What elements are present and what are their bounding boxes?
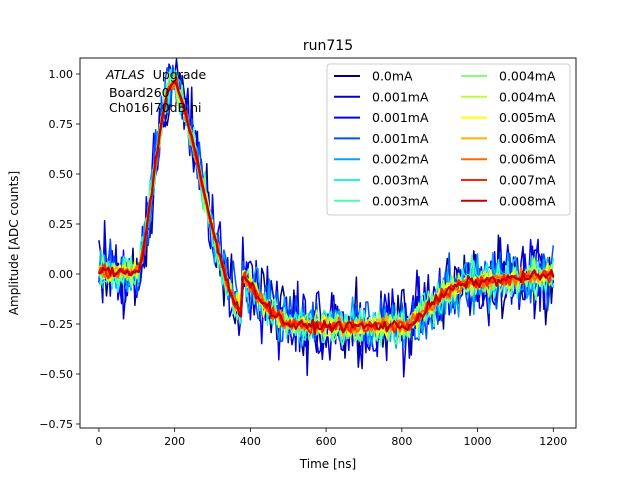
channel-label: Ch016|70dB hi [109, 100, 202, 115]
chart-title: run715 [303, 38, 353, 54]
x-tick-label: 1200 [539, 435, 567, 448]
legend-box [326, 63, 571, 216]
y-tick-label: 0.50 [49, 168, 74, 181]
legend-label: 0.001mA [372, 131, 429, 146]
board-label: Board260 [109, 85, 170, 100]
x-axis-label: Time [ns] [299, 457, 356, 471]
legend-label: 0.007mA [499, 173, 556, 188]
y-tick-label: 0.00 [49, 268, 74, 281]
legend: 0.0mA 0.001mA 0.001mA 0.001mA 0.002mA 0.003mA… [326, 63, 571, 216]
series-layer [97, 58, 555, 378]
svg-text:ATLAS Upgrade: ATLAS Upgrade [105, 67, 206, 82]
y-axis: −0.75 −0.50 −0.25 0.00 0.25 0.50 0.75 1.00 [39, 68, 80, 431]
y-tick-label: −0.75 [39, 418, 73, 431]
x-tick-label: 0 [95, 435, 102, 448]
atlas-annotation: ATLAS Upgrade Board260 Ch016|70dB hi [105, 67, 206, 115]
legend-label: 0.006mA [499, 131, 556, 146]
x-tick-label: 200 [164, 435, 185, 448]
plot-frame [79, 57, 577, 429]
y-tick-label: 1.00 [49, 68, 74, 81]
y-tick-label: 0.25 [49, 218, 74, 231]
x-tick-label: 600 [316, 435, 337, 448]
legend-label: 0.003mA [372, 193, 429, 208]
legend-label: 0.006mA [499, 152, 556, 167]
legend-label: 0.005mA [499, 110, 556, 125]
y-tick-label: −0.50 [39, 368, 73, 381]
x-tick-label: 1000 [464, 435, 492, 448]
legend-label: 0.001mA [372, 89, 429, 104]
x-axis: 0 200 400 600 800 1000 1200 [95, 428, 567, 448]
legend-entries: 0.0mA 0.001mA 0.001mA 0.001mA 0.002mA 0.003mA… [334, 69, 556, 208]
legend-label: 0.003mA [372, 173, 429, 188]
y-axis-label: Amplitude [ADC counts] [7, 171, 21, 315]
y-tick-label: −0.25 [39, 318, 73, 331]
upgrade-label: Upgrade [153, 67, 207, 82]
legend-label: 0.001mA [372, 110, 429, 125]
legend-label: 0.0mA [372, 69, 413, 84]
legend-label: 0.002mA [372, 152, 429, 167]
y-tick-label: 0.75 [49, 118, 74, 131]
series-line [98, 80, 555, 336]
legend-label: 0.004mA [499, 89, 556, 104]
legend-label: 0.008mA [499, 193, 556, 208]
legend-label: 0.004mA [499, 69, 556, 84]
x-tick-label: 400 [240, 435, 261, 448]
atlas-label: ATLAS [105, 67, 145, 82]
x-tick-label: 800 [391, 435, 412, 448]
